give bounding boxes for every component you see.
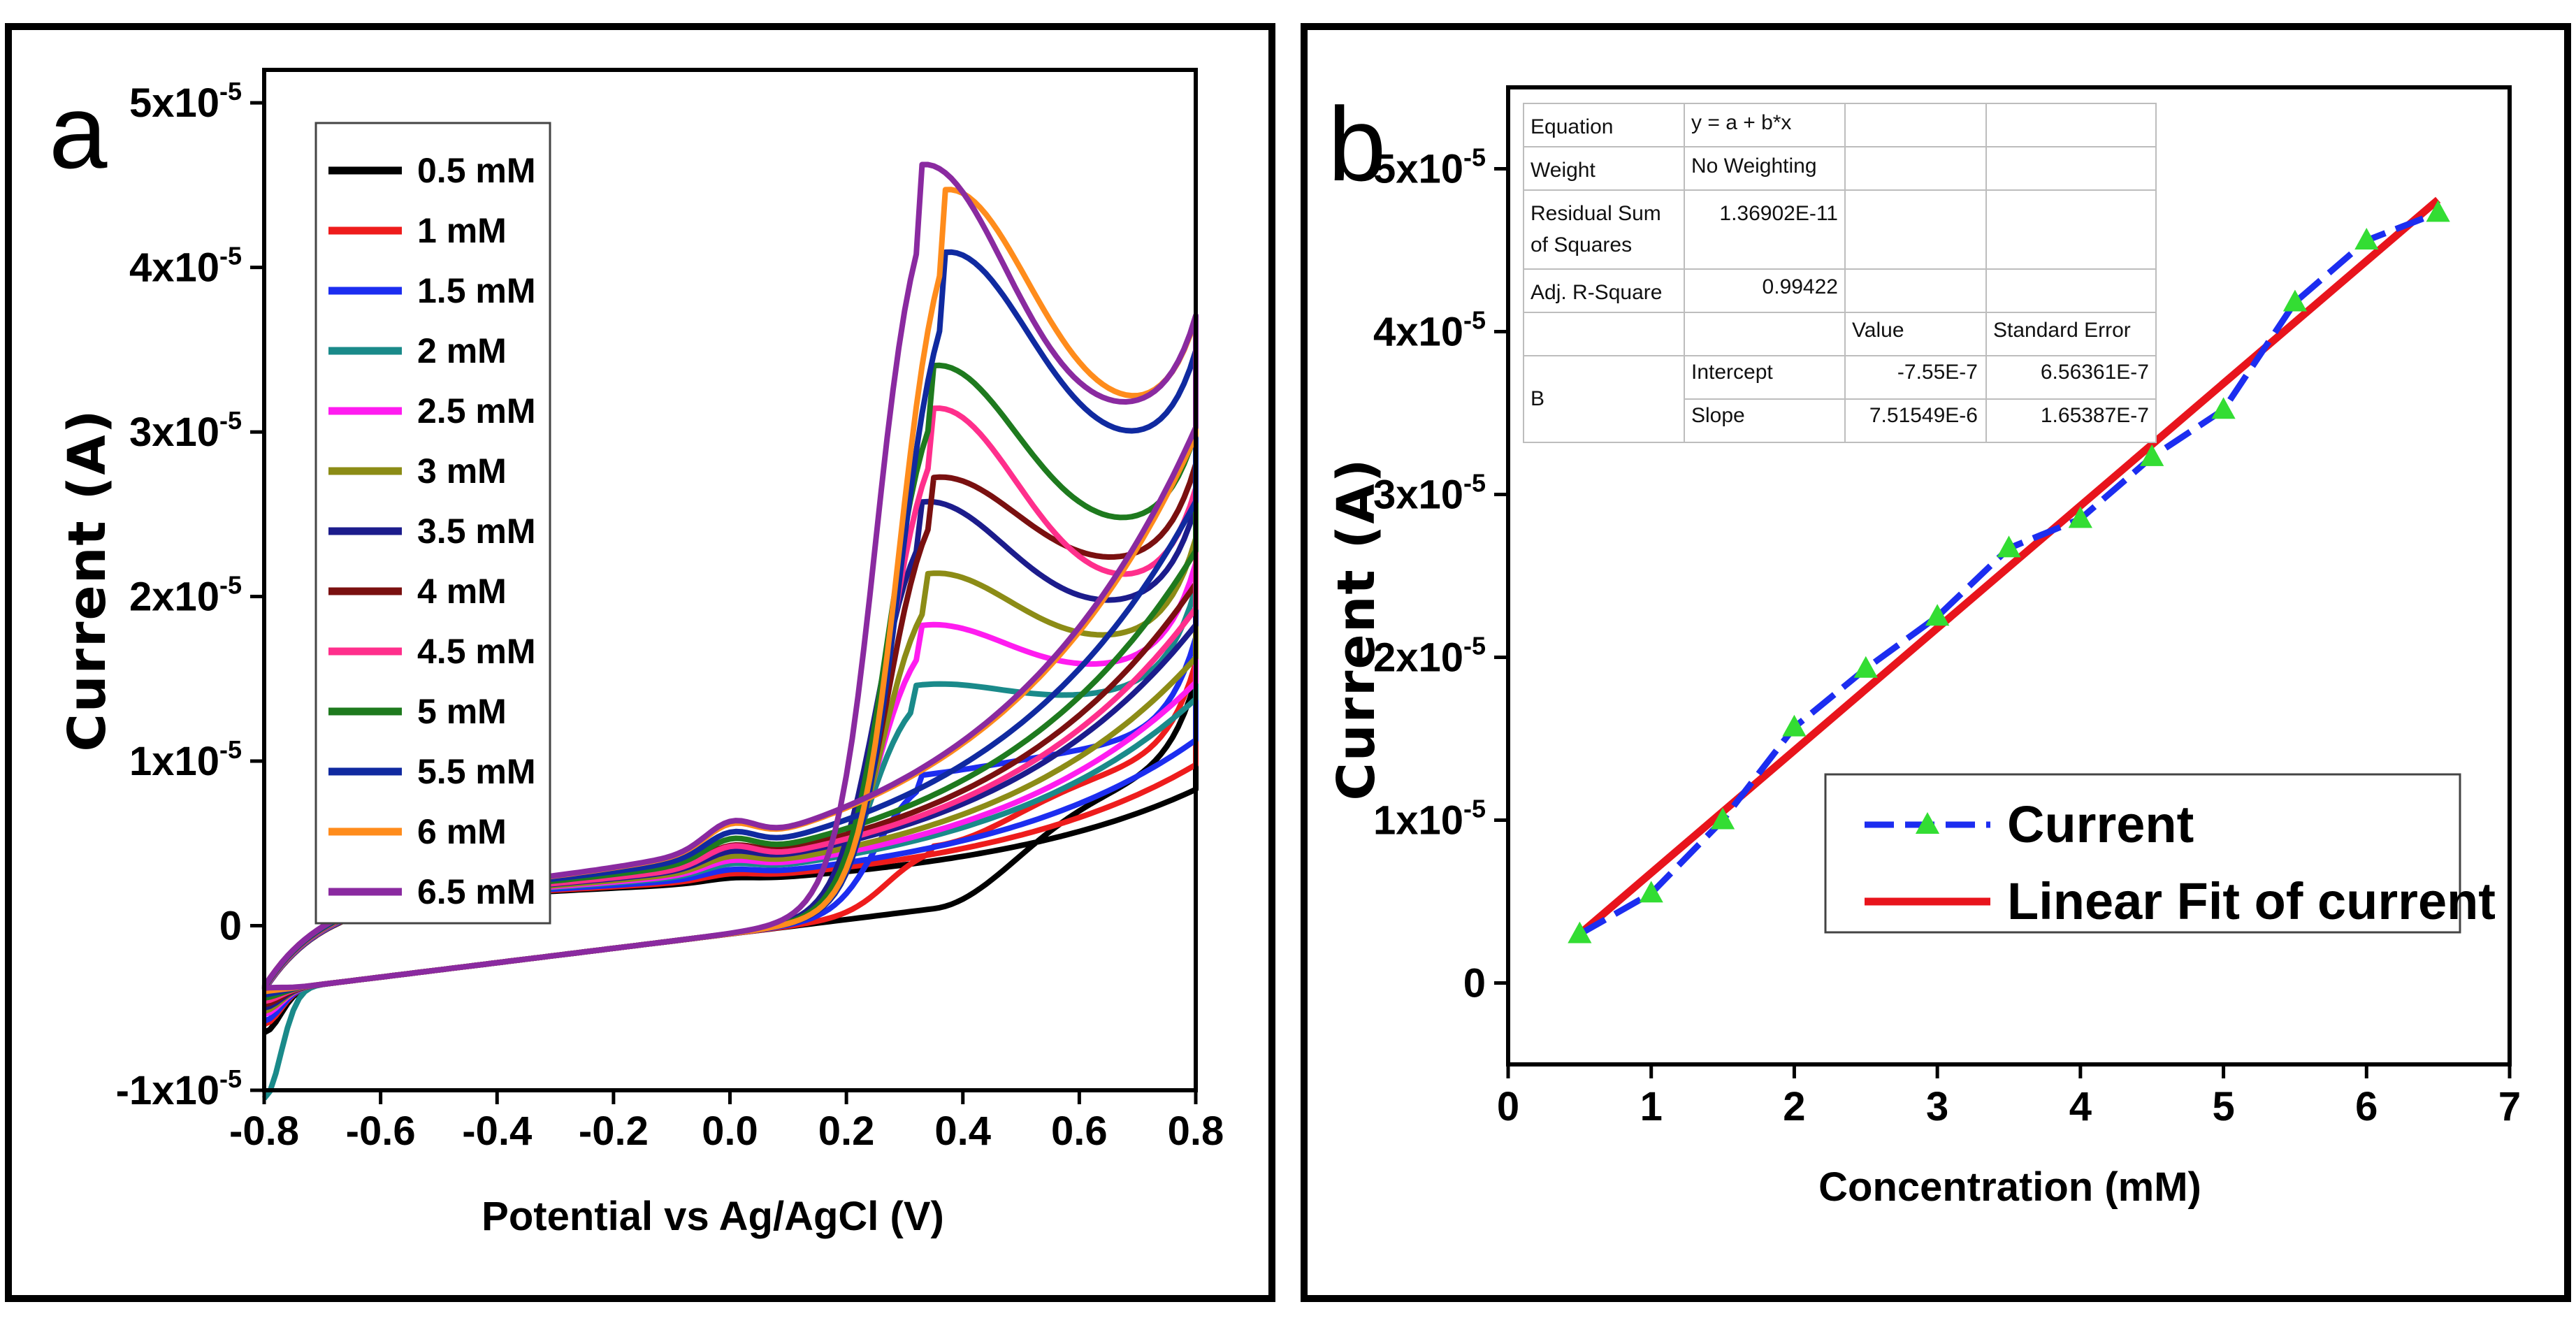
fit-slope-label: Slope bbox=[1691, 404, 1745, 427]
fit-stderr-header: Standard Error bbox=[1993, 319, 2131, 342]
cv-legend-label: 3.5 mM bbox=[417, 512, 536, 551]
current-data-point bbox=[1710, 807, 1735, 830]
current-data-point bbox=[2282, 289, 2308, 312]
fit-legend-label: Linear Fit of current bbox=[2007, 872, 2496, 930]
cv-legend-label: 6.5 mM bbox=[417, 872, 536, 911]
cv-x-tick-label: -0.2 bbox=[579, 1108, 649, 1154]
cv-legend-label: 2.5 mM bbox=[417, 391, 536, 431]
calibration-plot: 0 1 2 3 4 5 6 7 0 1x10-5 2x10-5 3x10-5 4x10-5 5x10-5 bbox=[1373, 85, 2521, 1129]
cv-legend-label: 1 mM bbox=[417, 211, 507, 250]
fit-table-border bbox=[1523, 103, 2157, 443]
cv-y-tick-label: 2x10-5 bbox=[129, 571, 242, 620]
calibration-x-tick-label: 1 bbox=[1640, 1084, 1663, 1129]
calibration-x-tick-label: 2 bbox=[1783, 1084, 1805, 1129]
panel-b-letter: b bbox=[1328, 85, 1386, 203]
fit-weight-label: Weight bbox=[1531, 159, 1595, 182]
cv-legend-label: 1.5 mM bbox=[417, 271, 536, 310]
fit-rss-label-1: Residual Sum bbox=[1531, 202, 1661, 225]
panel-a: a -0.8 -0.6 -0.4 -0.2 0.0 0.2 0.4 0.6 0.8 -1x10-… bbox=[5, 23, 1275, 1302]
calibration-x-tick-label: 7 bbox=[2498, 1084, 2521, 1129]
calibration-legend-box bbox=[1824, 773, 2461, 934]
current-data-point bbox=[2211, 397, 2236, 419]
cv-legend-label: 0.5 mM bbox=[417, 151, 536, 190]
cv-x-tick-label: -0.8 bbox=[229, 1108, 299, 1154]
cv-x-tick-label: 0.0 bbox=[702, 1108, 758, 1154]
current-data-point bbox=[2426, 200, 2450, 222]
fit-intercept-value: -7.55E-7 bbox=[1897, 361, 1978, 384]
cv-plot: -0.8 -0.6 -0.4 -0.2 0.0 0.2 0.4 0.6 0.8 -1x10-5 0… bbox=[116, 68, 1224, 1154]
cv-y-tick-label: 5x10-5 bbox=[129, 77, 242, 126]
cv-x-tick-label: 0.6 bbox=[1051, 1108, 1108, 1154]
cv-x-tick-label: -0.4 bbox=[462, 1108, 532, 1154]
calibration-x-tick-label: 0 bbox=[1497, 1084, 1519, 1129]
calibration-plot-frame bbox=[1506, 85, 2512, 1067]
fit-results-table: Equation y = a + b*x Weight No Weighting… bbox=[1523, 103, 2157, 443]
cv-legend-label: 5.5 mM bbox=[417, 752, 536, 791]
cv-legend-label: 5 mM bbox=[417, 692, 507, 731]
calibration-y-axis-title: Current (A) bbox=[1326, 458, 1387, 801]
cv-legend-label: 3 mM bbox=[417, 451, 507, 491]
calibration-x-tick-label: 3 bbox=[1926, 1084, 1948, 1129]
fit-equation-value: y = a + b*x bbox=[1691, 111, 1791, 134]
panel-a-letter: a bbox=[49, 73, 108, 190]
current-data-point bbox=[2068, 506, 2092, 528]
cv-y-axis-title: Current (A) bbox=[57, 409, 117, 752]
cv-legend-label: 6 mM bbox=[417, 812, 507, 851]
cv-x-axis-title: Potential vs Ag/AgCl (V) bbox=[482, 1194, 944, 1239]
current-data-point bbox=[2140, 444, 2164, 466]
calibration-series bbox=[1568, 196, 2450, 944]
fit-value-header: Value bbox=[1852, 319, 1904, 342]
calibration-y-axis: 0 1x10-5 2x10-5 3x10-5 4x10-5 5x10-5 bbox=[1373, 143, 1508, 1006]
current-data-point bbox=[1997, 535, 2021, 558]
current-data-point bbox=[1639, 881, 1663, 903]
cv-y-tick-label: -1x10-5 bbox=[116, 1064, 242, 1113]
calibration-y-tick-label: 2x10-5 bbox=[1373, 632, 1486, 681]
cv-x-tick-label: -0.6 bbox=[346, 1108, 416, 1154]
fit-slope-value: 7.51549E-6 bbox=[1869, 404, 1978, 427]
cv-y-tick-label: 3x10-5 bbox=[129, 406, 242, 455]
cv-legend-box bbox=[314, 122, 551, 925]
calibration-y-tick-label: 3x10-5 bbox=[1373, 469, 1486, 518]
calibration-x-tick-label: 6 bbox=[2355, 1084, 2378, 1129]
fit-equation-label: Equation bbox=[1531, 115, 1613, 138]
fit-r2-label: Adj. R-Square bbox=[1531, 281, 1662, 304]
calibration-x-axis: 0 1 2 3 4 5 6 7 bbox=[1497, 1064, 2521, 1129]
calibration-y-tick-label: 0 bbox=[1463, 961, 1486, 1006]
cv-x-tick-label: 0.2 bbox=[818, 1108, 875, 1154]
cv-x-tick-label: 0.8 bbox=[1168, 1108, 1224, 1154]
cv-y-tick-label: 4x10-5 bbox=[129, 242, 242, 291]
current-data-point bbox=[1925, 604, 1950, 626]
calibration-y-tick-label: 5x10-5 bbox=[1373, 143, 1486, 192]
calibration-x-tick-label: 4 bbox=[2069, 1084, 2092, 1129]
current-legend-marker bbox=[1915, 812, 1940, 834]
cv-legend-label: 4.5 mM bbox=[417, 632, 536, 671]
calibration-x-axis-title: Concentration (mM) bbox=[1818, 1164, 2201, 1210]
calibration-y-tick-label: 4x10-5 bbox=[1373, 306, 1486, 355]
fit-rss-value: 1.36902E-11 bbox=[1719, 202, 1838, 225]
fit-rss-label-2: of Squares bbox=[1531, 233, 1632, 256]
fit-weight-value: No Weighting bbox=[1691, 154, 1817, 178]
fit-intercept-error: 6.56361E-7 bbox=[2041, 361, 2149, 384]
cv-legend: 0.5 mM 1 mM 1.5 mM 2 mM 2.5 mM 3 mM 3.5 mM 4 m… bbox=[314, 122, 551, 925]
fit-r2-value: 0.99422 bbox=[1763, 275, 1838, 298]
current-data-point bbox=[1853, 656, 1878, 678]
calibration-y-tick-label: 1x10-5 bbox=[1373, 795, 1486, 844]
current-legend-label: Current bbox=[2007, 795, 2194, 853]
fit-slope-error: 1.65387E-7 bbox=[2041, 404, 2149, 427]
fit-group-label: B bbox=[1531, 387, 1544, 410]
cv-x-axis: -0.8 -0.6 -0.4 -0.2 0.0 0.2 0.4 0.6 0.8 bbox=[229, 1090, 1224, 1154]
cv-x-tick-label: 0.4 bbox=[934, 1108, 991, 1154]
cv-y-axis: -1x10-5 0 1x10-5 2x10-5 3x10-5 4x10-5 5x10-5 bbox=[116, 77, 264, 1113]
current-data-point bbox=[1568, 921, 1592, 944]
cv-y-tick-label: 0 bbox=[219, 904, 242, 949]
current-data-point bbox=[1782, 714, 1807, 737]
cv-y-tick-label: 1x10-5 bbox=[129, 735, 242, 784]
cv-legend-label: 4 mM bbox=[417, 572, 507, 611]
calibration-x-tick-label: 5 bbox=[2212, 1084, 2234, 1129]
cv-legend-label: 2 mM bbox=[417, 331, 507, 370]
fit-intercept-label: Intercept bbox=[1691, 361, 1773, 384]
panel-b: b 0 1 2 3 4 5 6 7 0 1x10-5 2x10-5 3x10-5 4x10-5 5x10… bbox=[1301, 23, 2571, 1302]
calibration-legend: Current Linear Fit of current bbox=[1824, 773, 2496, 934]
current-data-point bbox=[2354, 228, 2379, 250]
